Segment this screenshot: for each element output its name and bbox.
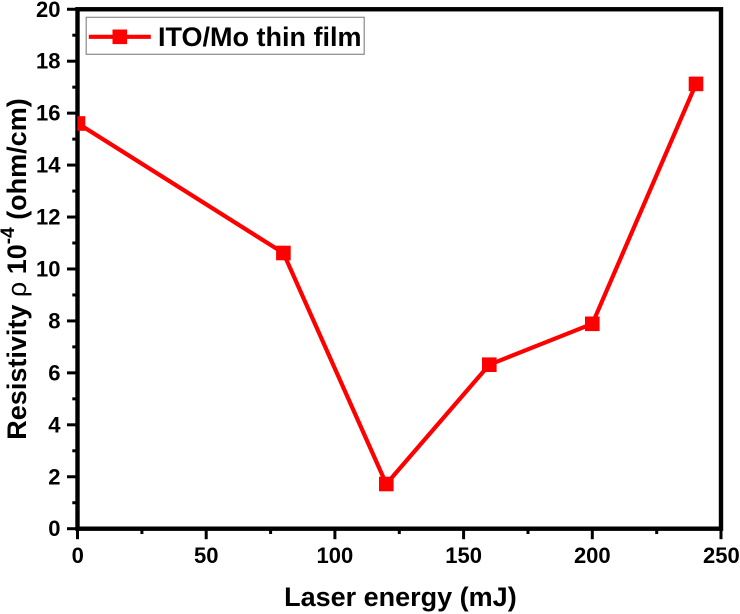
svg-text:150: 150 xyxy=(445,543,482,568)
svg-text:18: 18 xyxy=(36,49,60,74)
svg-text:ITO/Mo thin film: ITO/Mo thin film xyxy=(158,22,361,52)
svg-text:50: 50 xyxy=(194,543,218,568)
svg-text:8: 8 xyxy=(48,308,60,333)
svg-text:16: 16 xyxy=(36,101,60,126)
svg-text:2: 2 xyxy=(48,464,60,489)
svg-text:200: 200 xyxy=(574,543,611,568)
svg-text:4: 4 xyxy=(48,412,61,437)
svg-text:0: 0 xyxy=(48,516,60,541)
svg-text:14: 14 xyxy=(36,153,61,178)
svg-text:0: 0 xyxy=(72,543,84,568)
svg-text:100: 100 xyxy=(317,543,354,568)
svg-text:6: 6 xyxy=(48,360,60,385)
svg-text:20: 20 xyxy=(36,0,60,22)
svg-text:10: 10 xyxy=(36,257,60,282)
svg-text:12: 12 xyxy=(36,205,60,230)
svg-text:Laser energy (mJ): Laser energy (mJ) xyxy=(284,582,517,612)
svg-text:250: 250 xyxy=(703,543,740,568)
svg-text:Resistivity ρ 10-4 (ohm/cm): Resistivity ρ 10-4 (ohm/cm) xyxy=(0,98,32,439)
